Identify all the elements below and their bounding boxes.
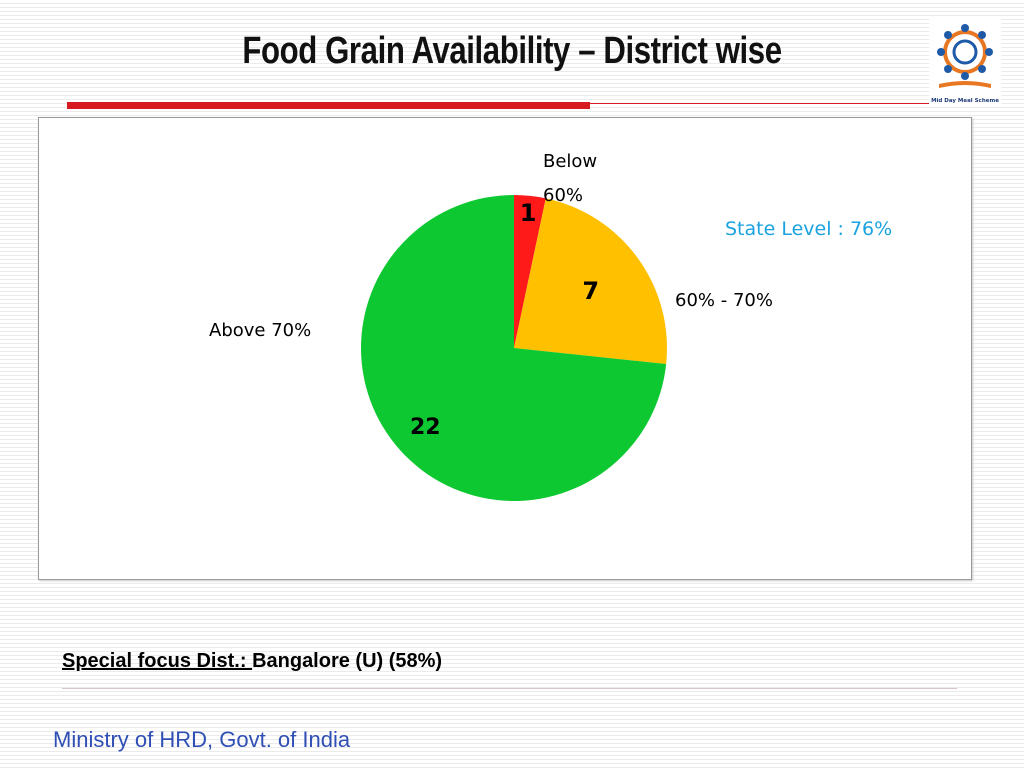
category-label-60-70: 60% - 70%	[675, 290, 773, 311]
mid-day-meal-logo: Mid Day Meal Scheme	[929, 18, 1001, 106]
pie-slice-above-70	[360, 195, 667, 501]
chart-area: State Level : 76% 1 Below 60% 7 60% - 70% 22 A…	[38, 117, 972, 580]
special-focus-value: Bangalore (U) (58%)	[252, 650, 443, 672]
logo-caption: Mid Day Meal Scheme	[931, 98, 999, 104]
pie-slice-60-70	[514, 198, 667, 364]
title-underline-thin	[590, 103, 930, 104]
pie-chart	[360, 195, 667, 501]
data-label-60-70: 7	[582, 277, 599, 305]
category-label-above-70: Above 70%	[209, 320, 311, 341]
special-focus-label: Special focus Dist.:	[62, 650, 253, 672]
logo-ring-icon	[937, 24, 993, 80]
special-focus-text: Special focus Dist.: Bangalore (U) (58%)	[62, 650, 442, 673]
focus-divider	[62, 688, 957, 689]
state-level-label: State Level : 76%	[725, 218, 892, 240]
title-underline-red	[67, 102, 590, 109]
category-label-below-60: Below 60%	[543, 151, 597, 206]
pie-slice-below-60	[514, 195, 546, 348]
footer-text: Ministry of HRD, Govt. of India	[53, 727, 351, 752]
data-label-below-60: 1	[520, 199, 537, 227]
slide-title: Food Grain Availability – District wise	[242, 30, 782, 72]
data-label-above-70: 22	[410, 415, 441, 440]
